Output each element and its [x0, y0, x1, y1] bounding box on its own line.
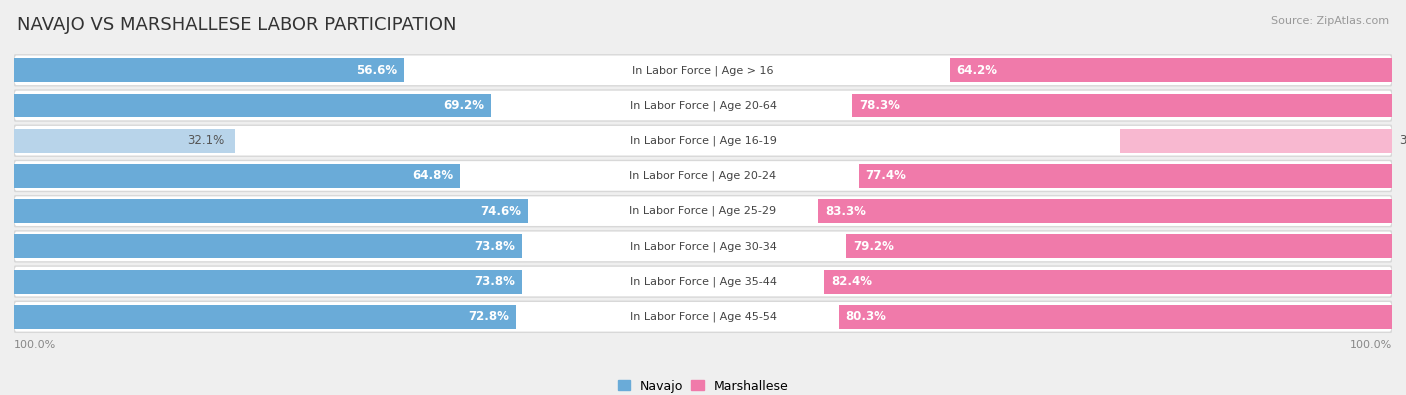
FancyBboxPatch shape	[624, 164, 782, 188]
Text: 64.8%: 64.8%	[412, 169, 454, 182]
Text: In Labor Force | Age 30-34: In Labor Force | Age 30-34	[630, 241, 776, 252]
Legend: Navajo, Marshallese: Navajo, Marshallese	[613, 375, 793, 395]
Text: 80.3%: 80.3%	[845, 310, 887, 324]
Text: 82.4%: 82.4%	[831, 275, 872, 288]
Text: 39.5%: 39.5%	[1399, 134, 1406, 147]
FancyBboxPatch shape	[624, 58, 782, 82]
FancyBboxPatch shape	[624, 199, 782, 223]
Text: 100.0%: 100.0%	[14, 340, 56, 350]
FancyBboxPatch shape	[14, 196, 1392, 226]
Bar	[859, 164, 1392, 188]
Text: 83.3%: 83.3%	[825, 205, 866, 218]
FancyBboxPatch shape	[14, 267, 1392, 296]
Text: In Labor Force | Age 20-24: In Labor Force | Age 20-24	[630, 171, 776, 181]
Text: 73.8%: 73.8%	[475, 275, 516, 288]
Bar	[14, 234, 523, 258]
FancyBboxPatch shape	[624, 270, 782, 293]
Bar	[818, 199, 1392, 223]
Bar	[14, 199, 529, 223]
Text: 77.4%: 77.4%	[866, 169, 907, 182]
Text: In Labor Force | Age 20-64: In Labor Force | Age 20-64	[630, 100, 776, 111]
FancyBboxPatch shape	[13, 301, 1393, 333]
Bar	[846, 234, 1392, 258]
Bar	[852, 94, 1392, 117]
Text: 73.8%: 73.8%	[475, 240, 516, 253]
FancyBboxPatch shape	[14, 56, 1392, 85]
Text: NAVAJO VS MARSHALLESE LABOR PARTICIPATION: NAVAJO VS MARSHALLESE LABOR PARTICIPATIO…	[17, 16, 457, 34]
Bar	[14, 164, 461, 188]
FancyBboxPatch shape	[13, 230, 1393, 263]
Bar	[14, 94, 491, 117]
Bar	[824, 270, 1392, 293]
Text: 79.2%: 79.2%	[853, 240, 894, 253]
Bar	[949, 58, 1392, 82]
FancyBboxPatch shape	[13, 265, 1393, 298]
FancyBboxPatch shape	[13, 160, 1393, 192]
Text: In Labor Force | Age > 16: In Labor Force | Age > 16	[633, 65, 773, 75]
Text: Source: ZipAtlas.com: Source: ZipAtlas.com	[1271, 16, 1389, 26]
FancyBboxPatch shape	[624, 234, 782, 258]
Bar	[14, 129, 235, 153]
Text: 69.2%: 69.2%	[443, 99, 484, 112]
FancyBboxPatch shape	[13, 124, 1393, 157]
Text: 100.0%: 100.0%	[1350, 340, 1392, 350]
Text: 78.3%: 78.3%	[859, 99, 900, 112]
FancyBboxPatch shape	[14, 91, 1392, 120]
Bar	[14, 305, 516, 329]
FancyBboxPatch shape	[13, 54, 1393, 87]
FancyBboxPatch shape	[14, 161, 1392, 191]
FancyBboxPatch shape	[624, 94, 782, 117]
Text: In Labor Force | Age 45-54: In Labor Force | Age 45-54	[630, 312, 776, 322]
FancyBboxPatch shape	[13, 195, 1393, 228]
Text: In Labor Force | Age 35-44: In Labor Force | Age 35-44	[630, 276, 776, 287]
Bar	[14, 270, 523, 293]
FancyBboxPatch shape	[13, 89, 1393, 122]
Text: 56.6%: 56.6%	[356, 64, 396, 77]
Bar	[14, 58, 404, 82]
Bar	[1119, 129, 1392, 153]
FancyBboxPatch shape	[14, 302, 1392, 331]
FancyBboxPatch shape	[14, 231, 1392, 261]
FancyBboxPatch shape	[14, 126, 1392, 156]
Text: 64.2%: 64.2%	[956, 64, 997, 77]
Bar	[839, 305, 1392, 329]
FancyBboxPatch shape	[624, 129, 782, 153]
FancyBboxPatch shape	[624, 305, 782, 329]
Text: In Labor Force | Age 16-19: In Labor Force | Age 16-19	[630, 135, 776, 146]
Text: 72.8%: 72.8%	[468, 310, 509, 324]
Text: 74.6%: 74.6%	[479, 205, 522, 218]
Text: 32.1%: 32.1%	[187, 134, 225, 147]
Text: In Labor Force | Age 25-29: In Labor Force | Age 25-29	[630, 206, 776, 216]
